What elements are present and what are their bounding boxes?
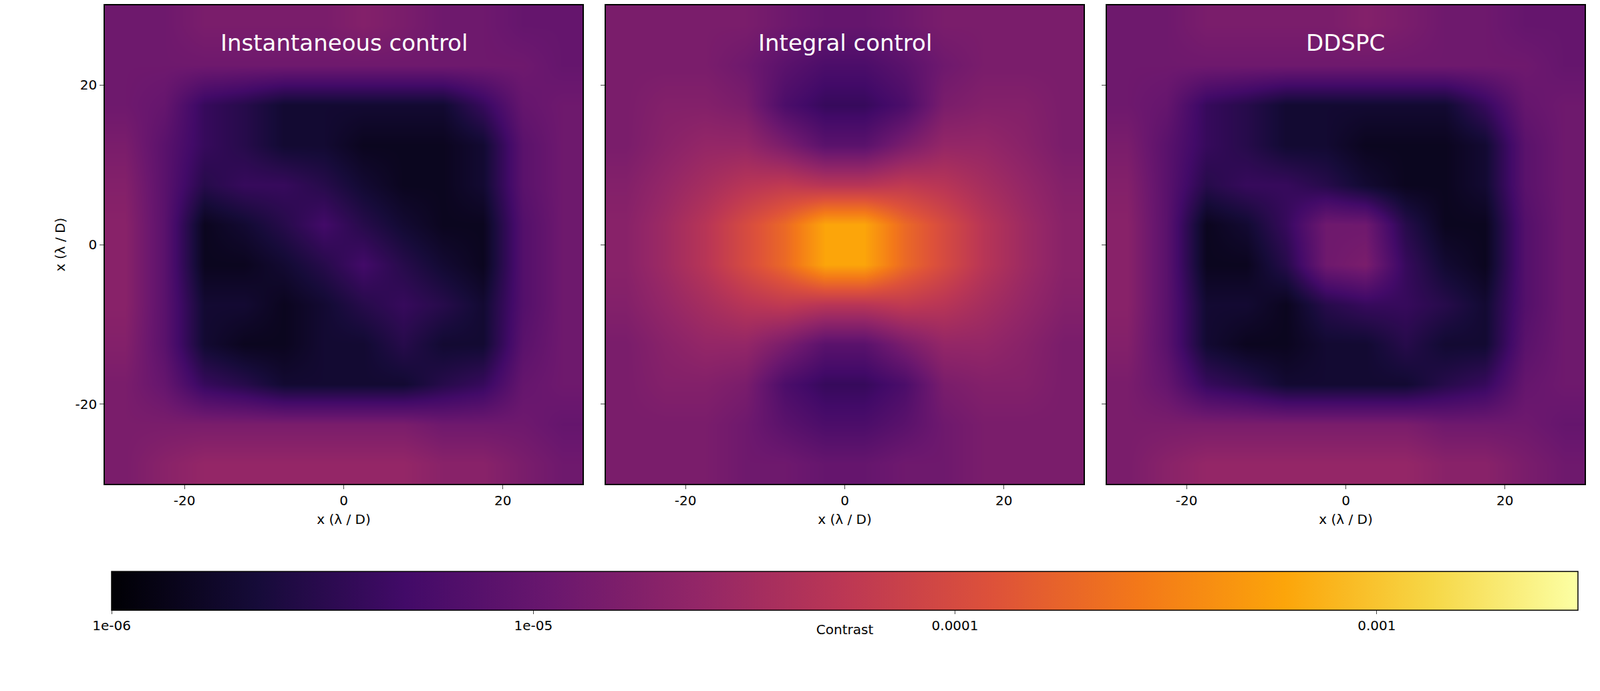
svg-text:x (λ / D): x (λ / D) [316, 511, 371, 528]
svg-text:Integral control: Integral control [758, 29, 932, 57]
svg-text:Contrast: Contrast [816, 621, 874, 638]
svg-text:0: 0 [840, 492, 850, 509]
svg-text:-20: -20 [173, 492, 196, 509]
svg-text:0: 0 [88, 236, 98, 253]
svg-text:20: 20 [1496, 492, 1514, 509]
svg-text:0.0001: 0.0001 [931, 617, 979, 634]
svg-text:-20: -20 [674, 492, 697, 509]
svg-text:20: 20 [995, 492, 1013, 509]
svg-text:0: 0 [339, 492, 349, 509]
svg-text:-20: -20 [75, 396, 98, 413]
svg-text:DDSPC: DDSPC [1306, 29, 1385, 57]
svg-text:x (λ / D): x (λ / D) [52, 217, 69, 272]
svg-text:20: 20 [494, 492, 512, 509]
svg-text:1e-06: 1e-06 [92, 617, 131, 634]
svg-text:0.001: 0.001 [1357, 617, 1396, 634]
svg-text:-20: -20 [1175, 492, 1198, 509]
svg-text:0: 0 [1341, 492, 1351, 509]
svg-text:1e-05: 1e-05 [513, 617, 553, 634]
svg-text:20: 20 [80, 76, 97, 93]
svg-text:x (λ / D): x (λ / D) [1318, 511, 1373, 528]
svg-text:Instantaneous control: Instantaneous control [220, 29, 468, 57]
svg-text:x (λ / D): x (λ / D) [817, 511, 872, 528]
